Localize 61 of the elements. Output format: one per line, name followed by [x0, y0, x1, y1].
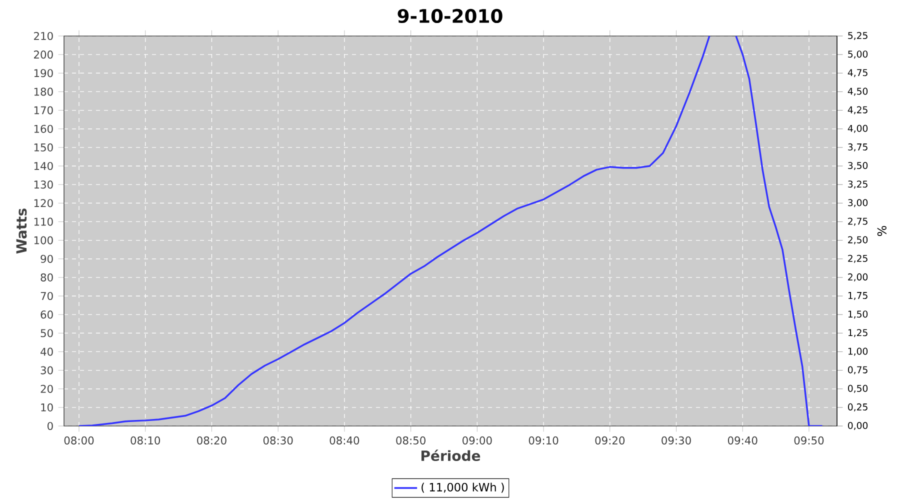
y2-tick-label: 4,00: [848, 124, 868, 133]
y-tick-label: 200: [34, 50, 53, 59]
x-tick-label: 09:30: [662, 436, 691, 444]
y2-tick-label: 1,00: [848, 348, 868, 356]
y2-tick-label: 5,00: [848, 50, 868, 59]
y-tick-label: 180: [34, 88, 53, 96]
y-tick-label: 80: [40, 273, 53, 282]
x-tick-label: 08:20: [197, 436, 226, 444]
y2-tick-label: 3,50: [848, 162, 868, 170]
y-tick-label: 130: [34, 180, 53, 189]
x-tick-label: 09:40: [728, 436, 758, 444]
y2-tick-label: 2,25: [848, 254, 868, 263]
y2-tick-label: 5,25: [848, 32, 868, 40]
y-tick-label: 150: [34, 143, 53, 152]
x-tick-label: 09:20: [595, 436, 625, 444]
y-tick-label: 100: [34, 236, 53, 244]
y2-tick-label: 1,75: [848, 292, 868, 300]
y-tick-label: 140: [34, 162, 53, 170]
x-tick-label: 08:30: [263, 436, 293, 444]
y2-tick-label: 0,50: [848, 384, 868, 393]
y-tick-label: 120: [34, 199, 53, 208]
y2-tick-label: 3,25: [848, 180, 868, 189]
y2-tick-label: 3,75: [848, 143, 868, 152]
x-tick-label: 09:10: [528, 436, 558, 444]
x-tick-label: 08:10: [130, 436, 160, 444]
y2-axis-title: %: [877, 226, 886, 236]
y2-tick-label: 2,75: [848, 218, 868, 226]
y-tick-label: 50: [40, 329, 53, 338]
y-tick-label: 210: [34, 32, 53, 40]
y-tick-label: 20: [40, 384, 53, 393]
y2-tick-label: 4,25: [848, 106, 868, 114]
x-tick-label: 09:50: [794, 436, 824, 444]
y2-tick-label: 1,25: [848, 329, 868, 338]
y2-tick-label: 4,75: [848, 69, 868, 78]
y-tick-label: 0: [48, 422, 53, 430]
y-axis-title: Watts: [16, 208, 27, 254]
x-axis-title: Période: [421, 450, 480, 462]
y2-tick-label: 2,00: [848, 273, 868, 282]
x-tick-label: 08:00: [64, 436, 94, 444]
y-tick-label: 40: [40, 348, 53, 356]
y2-tick-label: 1,50: [848, 310, 868, 319]
y-tick-label: 70: [40, 292, 53, 300]
y2-tick-label: 3,00: [848, 199, 868, 208]
y-tick-label: 30: [40, 366, 53, 374]
y2-tick-label: 0,75: [848, 366, 868, 374]
y2-tick-label: 0,25: [848, 403, 868, 412]
y-tick-label: 60: [40, 310, 53, 319]
y-tick-label: 190: [34, 69, 53, 78]
chart-title: 9-10-2010: [398, 8, 502, 24]
y2-tick-label: 4,50: [848, 88, 868, 96]
y-tick-label: 90: [40, 254, 53, 263]
y-tick-label: 170: [34, 106, 53, 114]
y-tick-label: 10: [41, 403, 53, 412]
x-tick-label: 08:40: [330, 436, 360, 444]
y2-tick-label: 2,50: [848, 236, 868, 244]
y-tick-label: 160: [34, 124, 53, 133]
x-tick-label: 09:00: [462, 436, 492, 444]
legend-label: ( 11,000 kWh ): [422, 482, 504, 493]
y2-tick-label: 0,00: [848, 422, 868, 430]
x-tick-label: 08:50: [396, 436, 426, 444]
y-tick-label: 110: [34, 218, 53, 226]
